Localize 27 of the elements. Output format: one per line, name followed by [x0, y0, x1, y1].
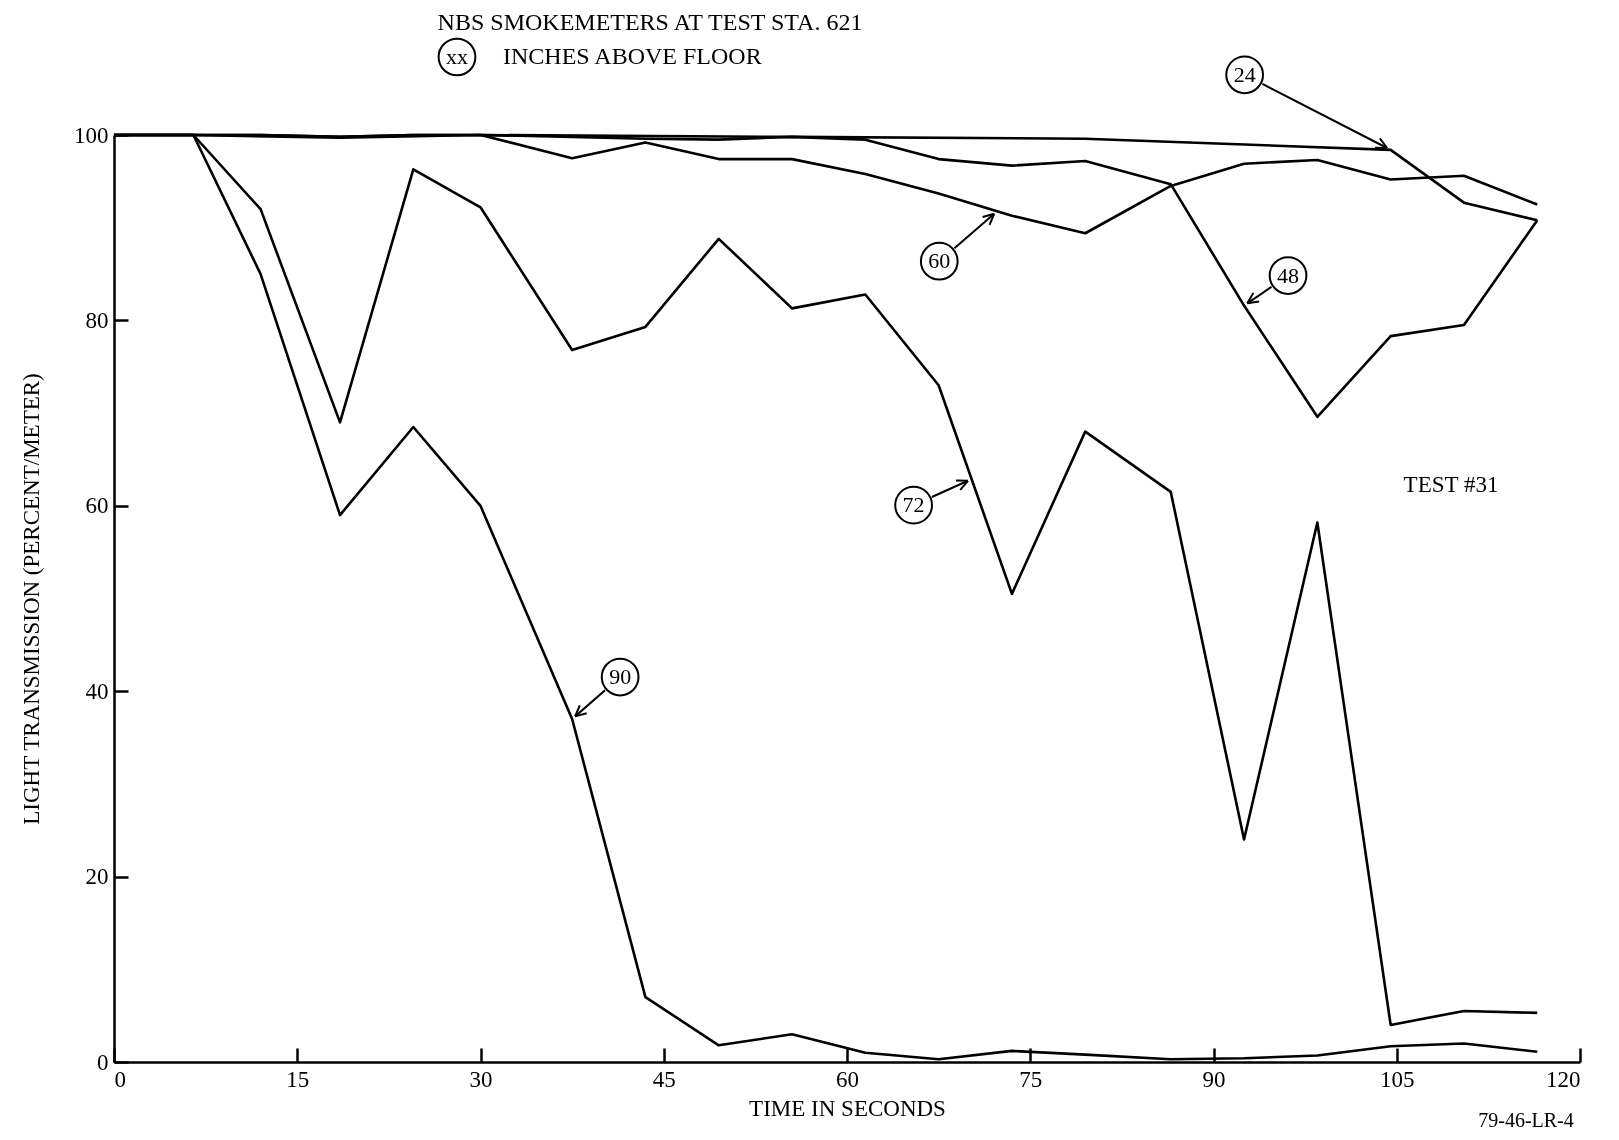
text: 60	[928, 248, 951, 274]
x-tick-label: 60	[836, 1066, 859, 1092]
text: 79-46-LR-4	[1478, 1109, 1574, 1131]
x-tick-label: 30	[469, 1066, 493, 1092]
x-axis-title: TIME IN SECONDS	[749, 1095, 946, 1121]
annotation: TEST #31	[1403, 472, 1499, 497]
text: 72	[902, 492, 925, 518]
x-tick-label: 120	[1546, 1066, 1581, 1092]
text: 24	[1233, 61, 1256, 87]
y-tick-label: 80	[85, 307, 109, 333]
series-label: 48	[1277, 262, 1300, 288]
text: 90	[609, 664, 632, 690]
x-tick-label: 0	[114, 1066, 126, 1092]
x-tick-label: 15	[286, 1066, 310, 1092]
x-tick-label: 75	[1019, 1066, 1043, 1092]
legend-title: xx	[446, 44, 468, 69]
x-tick-label: 90	[1202, 1066, 1226, 1092]
y-tick-label: 40	[85, 678, 109, 704]
chart-subtitle: INCHES ABOVE FLOOR	[503, 43, 762, 69]
x-tick-label: 45	[652, 1066, 676, 1092]
y-tick-label: 100	[74, 122, 109, 148]
y-tick-label: 60	[85, 493, 109, 519]
x-tick-label: 105	[1380, 1066, 1415, 1092]
chart-title: NBS SMOKEMETERS AT TEST STA. 621	[437, 9, 863, 35]
y-axis-title: LIGHT TRANSMISSION (PERCENT/METER)	[19, 373, 44, 825]
y-tick-label: 20	[85, 864, 109, 890]
y-tick-label: 0	[97, 1049, 109, 1075]
